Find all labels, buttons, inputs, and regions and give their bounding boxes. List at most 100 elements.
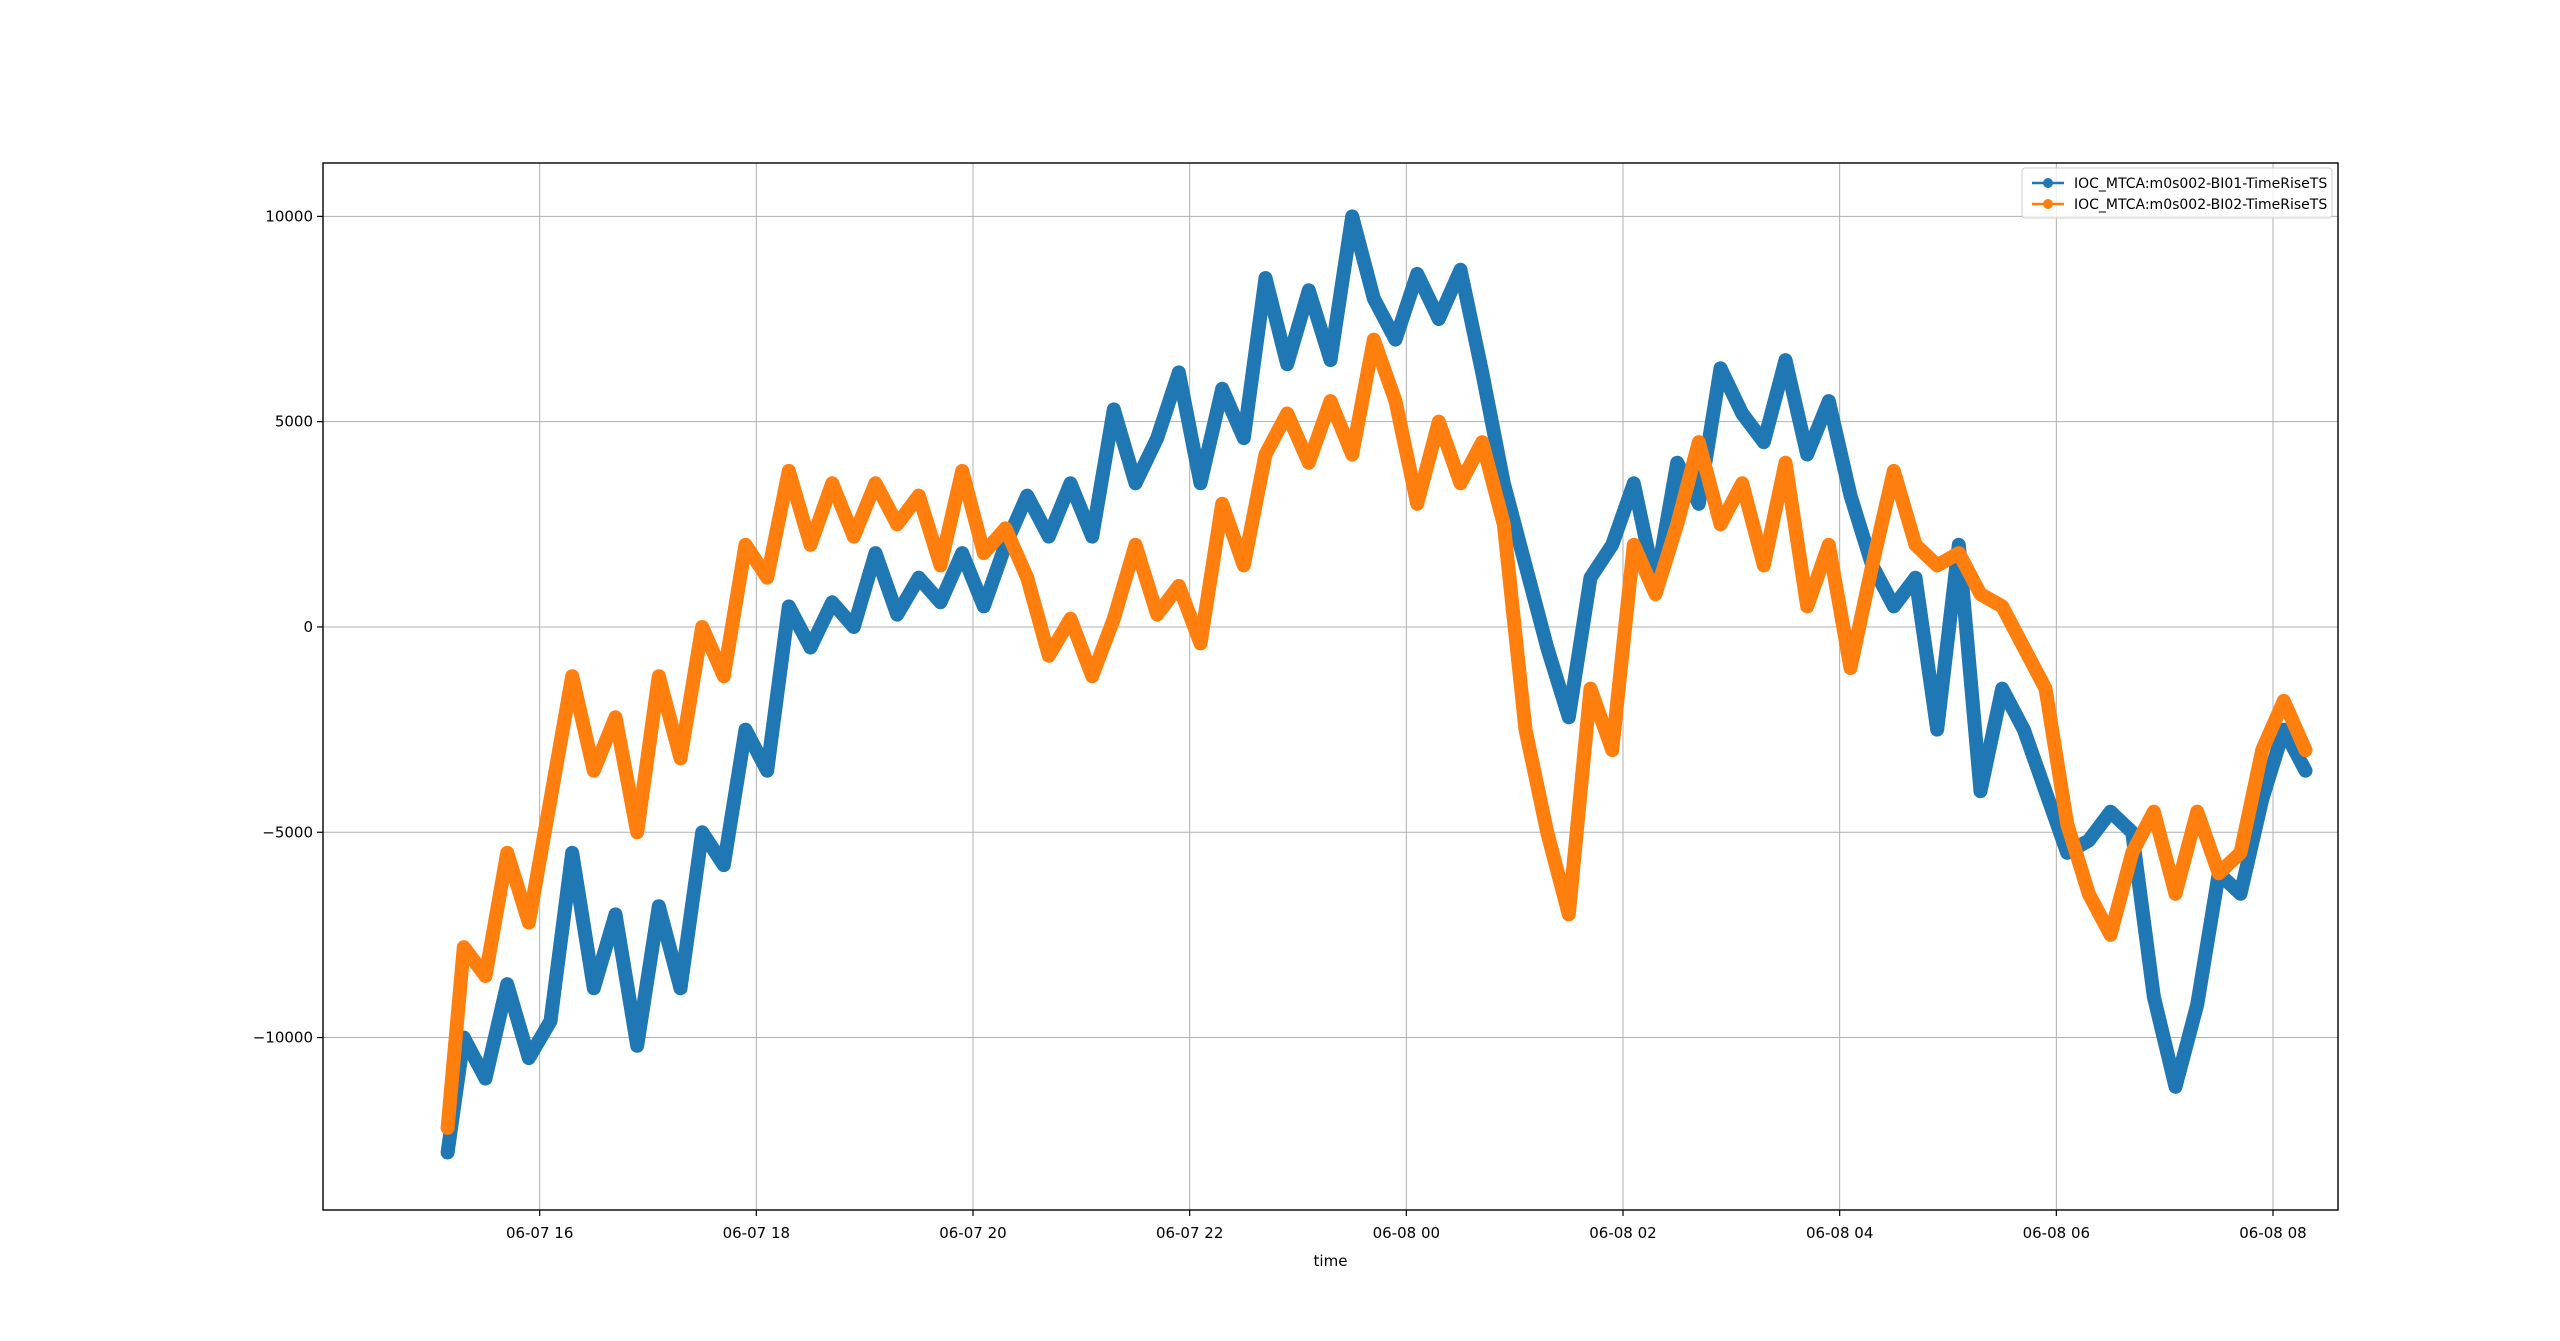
series-2-point (1302, 456, 1315, 469)
x-tick-label: 06-07 16 (506, 1224, 573, 1242)
series-1-point (652, 900, 665, 913)
series-2-point (1324, 395, 1337, 408)
series-2-point (1996, 600, 2009, 613)
series-1-point (1692, 497, 1705, 510)
series-2-point (2234, 846, 2247, 859)
series-2-point (1822, 538, 1835, 551)
series-1-point (1367, 292, 1380, 305)
series-1-point (912, 571, 925, 584)
series-1-point (1216, 382, 1229, 395)
series-2-point (631, 826, 644, 839)
series-2-point (696, 621, 709, 633)
series-1-point (1042, 530, 1055, 543)
series-2-point (2147, 805, 2160, 818)
series-2-point (2169, 887, 2182, 900)
series-2-point (1432, 415, 1445, 428)
series-2-point (826, 477, 839, 490)
series-2-point (1042, 649, 1055, 662)
series-2-point (1281, 407, 1294, 420)
series-2-point (1497, 518, 1510, 531)
series-2-point (2061, 818, 2074, 830)
series-2-point (999, 522, 1012, 535)
series-layer (440, 209, 2313, 1160)
series-1-point (977, 600, 990, 613)
series-2-point (1887, 464, 1900, 477)
series-1-point (566, 846, 579, 859)
series-2-point (891, 518, 904, 531)
series-2-point (2191, 805, 2204, 818)
series-1-point (587, 982, 600, 995)
y-tick-label: −5000 (262, 823, 313, 841)
series-2-point (847, 530, 860, 543)
series-2-point (1129, 538, 1142, 551)
series-1-point (479, 1072, 492, 1085)
series-1-point (501, 978, 514, 991)
series-1-point (1411, 267, 1424, 280)
series-1-point (1627, 477, 1640, 490)
series-2-point (1237, 559, 1250, 572)
series-2-point (2126, 846, 2139, 859)
legend-box (2021, 167, 2333, 219)
series-2-point (1086, 670, 1099, 683)
series-2-point (1909, 538, 1922, 551)
x-tick-label: 06-07 20 (939, 1224, 1006, 1242)
series-2-point (1172, 579, 1185, 592)
series-1-point (1107, 403, 1120, 416)
series-2-point (1476, 436, 1489, 449)
x-axis: 06-07 16 06-07 18 06-07 20 06-07 22 06-08 00… (506, 1210, 2307, 1242)
series-1-point (761, 764, 774, 777)
series-2-point (1779, 456, 1792, 469)
series-1-point (1714, 362, 1727, 375)
series-2-point (1714, 518, 1727, 531)
series-2-point (1606, 744, 1619, 757)
series-1-point (674, 982, 687, 995)
series-1-point (1671, 456, 1684, 469)
series-2-point (1844, 662, 1857, 674)
series-1-point (2277, 723, 2290, 736)
series-2-point (717, 670, 730, 683)
series-1-point (1454, 263, 1467, 276)
series-2-point (1692, 436, 1705, 449)
series-1-point (1584, 571, 1597, 584)
series-2-point (1411, 497, 1424, 510)
series-1-point (1519, 559, 1532, 572)
series-1-point (1324, 354, 1337, 367)
series-1-point (1844, 489, 1857, 502)
y-tick-label: 10000 (265, 207, 313, 225)
series-2-point (1259, 448, 1272, 461)
series-2-point (479, 970, 492, 982)
series-1-point (1757, 436, 1770, 449)
series-1-point (2104, 805, 2117, 818)
y-tick-label: 5000 (275, 413, 313, 431)
series-1-point (1389, 333, 1402, 346)
series-1-point (1281, 358, 1294, 371)
legend-label-1: IOC_MTCA:m0s002-BI01-TimeRiseTS (2074, 176, 2327, 192)
series-1-point (804, 641, 817, 654)
series-2-point (2039, 682, 2052, 695)
series-2-point (441, 1121, 454, 1134)
series-2-point (2299, 744, 2312, 757)
series-2-point (1389, 395, 1402, 408)
series-2-point (544, 793, 557, 806)
series-1-point (1476, 366, 1489, 379)
series-1-point (1129, 477, 1142, 490)
series-2-point (869, 477, 882, 490)
series-2-point (1151, 608, 1164, 621)
series-2-point (674, 752, 687, 765)
series-2-point (1216, 497, 1229, 510)
series-1-point (934, 596, 947, 609)
series-1-point (522, 1052, 535, 1065)
series-1-point (1302, 284, 1315, 297)
series-1-point (1151, 432, 1164, 445)
series-2-point (1584, 682, 1597, 695)
series-1-point (1887, 600, 1900, 613)
legend: IOC_MTCA:m0s002-BI01-TimeRiseTS IOC_MTCA:… (2021, 167, 2333, 219)
series-1-point (1801, 448, 1814, 461)
x-tick-label: 06-07 18 (723, 1224, 790, 1242)
series-1-point (782, 600, 795, 613)
x-tick-label: 06-08 06 (2023, 1224, 2090, 1242)
series-2-point (1194, 637, 1207, 650)
series-2-point (739, 538, 752, 551)
series-1-point (2191, 998, 2204, 1011)
